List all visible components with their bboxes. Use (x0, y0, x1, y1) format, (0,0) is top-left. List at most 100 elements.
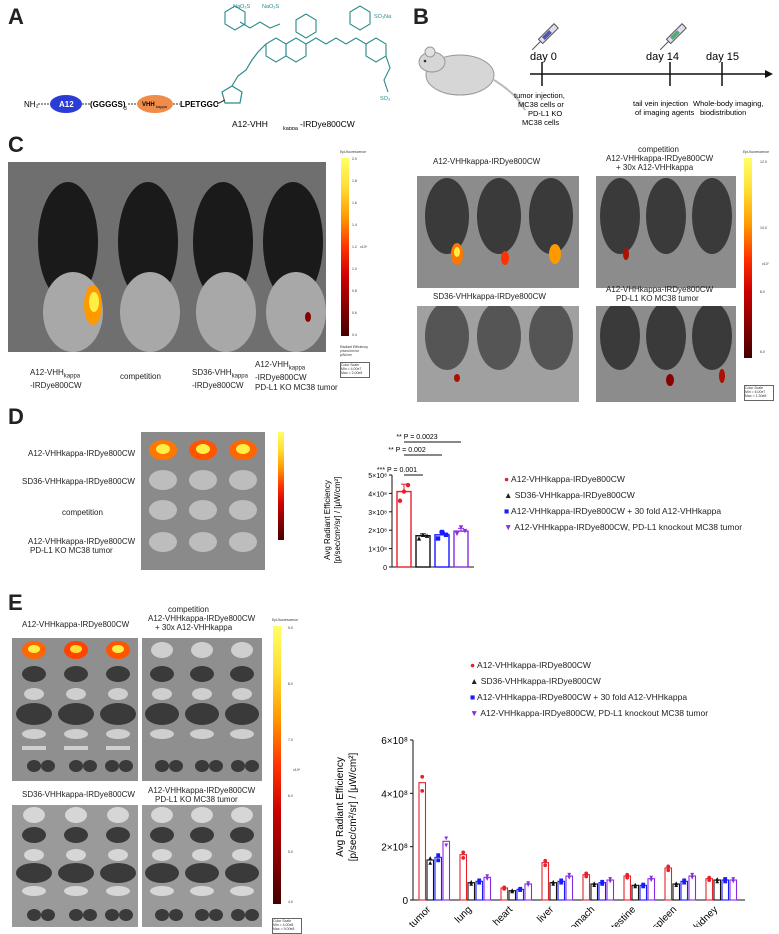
e-tick: 9.0 (288, 626, 293, 630)
e-point (608, 877, 613, 881)
d-ytick-label: 2×10⁸ (368, 528, 387, 535)
c-right-image-br (596, 306, 736, 402)
e-ylabel-2: [p/sec/cm²/sr] / [μW/cm²] (348, 753, 359, 862)
nh2-label: NH₂ (24, 100, 39, 109)
e-point (649, 875, 654, 880)
e-point (682, 880, 687, 885)
vhh-domain (137, 95, 173, 113)
e-color-scale-box: Color Scale Min = 4.00e8 Max = 9.00e8 (272, 918, 302, 934)
d-bar-chart: ** P = 0.0023 ** P = 0.002 *** P = 0.001… (323, 434, 474, 572)
e-point (690, 872, 695, 877)
d-ytick-label: 5×10⁸ (368, 473, 387, 480)
e-point (526, 883, 531, 888)
step2-line2: of imaging agents (635, 108, 694, 117)
step1-line1: tumor injection, (514, 91, 565, 100)
d-bar (453, 530, 469, 568)
e-title-br-2: PD-L1 KO MC38 tumor (155, 795, 238, 804)
c-right-tick: 12.0 (760, 160, 767, 164)
e-ytick-label: 6×10⁸ (381, 736, 408, 747)
c-right-title-tr-3: + 30x A12-VHHkappa (616, 163, 694, 172)
e-bar (541, 862, 550, 901)
d-tumor-image (141, 432, 265, 570)
e-point (625, 872, 630, 877)
c-caption-2: competition (120, 372, 161, 381)
e-point (420, 774, 425, 779)
d-bar (396, 490, 412, 568)
d-point (454, 531, 460, 537)
d-point (416, 536, 422, 541)
d-point (458, 525, 464, 530)
e-bar (483, 876, 492, 901)
panel-e-label: E (8, 590, 23, 615)
c-right-title-tr-2: A12-VHHkappa-IRDye800CW (606, 154, 714, 163)
e-point (600, 881, 605, 886)
e-organ-image-tr (142, 638, 262, 781)
c-caption-4: A12-VHHkappa -IRDye800CW PD-L1 KO MC38 tum… (255, 360, 338, 392)
e-xtick-label: spleen (651, 904, 680, 927)
e-xtick-label: kidney (692, 904, 720, 927)
e-legend-2: ▲ SD36-VHHkappa-IRDye800CW (470, 676, 601, 686)
e-point (641, 884, 646, 889)
step2-line1: tail vein injection (633, 99, 688, 108)
e-point (649, 878, 654, 883)
e-colorbar-exp: x10⁸ (293, 768, 301, 772)
e-colorbar-title: Epi-fluorescence (272, 618, 299, 622)
c-color-scale-box: Color Scale Min = 4.00e7 Max = 2.00e8 (340, 362, 370, 378)
e-bar (459, 854, 468, 901)
e-title-tr-1: competition (168, 605, 209, 614)
e-tick: 8.0 (288, 682, 293, 686)
e-bar (426, 859, 435, 901)
lpetggc-label: LPETGGC (180, 100, 219, 109)
e-point (485, 874, 490, 879)
c-colorbar-unit: Radiant Efficiency p/sec/cm²/sr μW/cm² (340, 345, 368, 357)
c-tick: 1.6 (352, 201, 357, 205)
d-legend-3: ■ A12-VHHkappa-IRDye800CW + 30 fold A12-… (504, 506, 722, 516)
e-point (584, 871, 589, 876)
e-point (485, 877, 490, 881)
e-bar (623, 875, 632, 901)
d-ytick-label: 0 (383, 565, 387, 572)
e-title-br-1: A12-VHHkappa-IRDye800CW (148, 786, 256, 795)
d-legend-4: ▼ A12-VHHkappa-IRDye800CW, PD-L1 knockou… (504, 522, 743, 532)
c-right-title-tr-1: competition (638, 145, 679, 154)
e-point (633, 884, 638, 889)
maleimide-ring (221, 85, 243, 104)
c-tick: 2.0 (352, 157, 357, 161)
d-ylabel-2: [p/sec/cm²/sr] / [μW/cm²] (333, 477, 342, 564)
step1-line3: PD-L1 KO (528, 109, 562, 118)
d-legend-2: ▲ SD36-VHHkappa-IRDye800CW (504, 490, 635, 500)
e-organ-image-br (142, 805, 262, 927)
e-point (600, 879, 605, 884)
e-point (559, 878, 564, 883)
e-legend-4: ▼ A12-VHHkappa-IRDye800CW, PD-L1 knockou… (470, 708, 709, 718)
whole-body-image-left (8, 162, 326, 352)
e-xtick-label: intestine (604, 904, 638, 927)
e-point (666, 864, 671, 869)
e-point (559, 880, 564, 885)
d-row-label-1: A12-VHHkappa-IRDye800CW (28, 449, 136, 458)
legend-marker-blue: ■ (470, 692, 476, 702)
e-tick: 5.0 (288, 850, 293, 854)
d-ytick-label: 3×10⁸ (368, 510, 387, 517)
c-right-title-bl: SD36-VHHkappa-IRDye800CW (433, 292, 546, 301)
d-row-label-3: competition (62, 508, 103, 517)
e-bar (688, 875, 697, 901)
na-label-2: NaO₃S (262, 4, 280, 10)
legend-marker-red: ● (470, 660, 476, 670)
conjugate-caption: A12-VHH (232, 119, 268, 129)
e-point (625, 875, 630, 880)
day15-label: day 15 (706, 51, 739, 63)
e-point (469, 881, 474, 886)
e-bar-chart: Avg Radiant Efficiency [p/sec/cm²/sr] / … (335, 736, 745, 927)
day0-label: day 0 (530, 51, 557, 63)
mouse-icon (418, 46, 526, 111)
legend-marker-purple: ▼ (504, 522, 513, 532)
e-point (707, 878, 712, 883)
c-right-color-scale-box: Color Scale Min = 6.00e7 Max = 1.30e8 (744, 385, 774, 401)
e-title-tr-3: + 30x A12-VHHkappa (155, 623, 233, 632)
e-title-tr-2: A12-VHHkappa-IRDye800CW (148, 614, 256, 623)
d-point (420, 532, 426, 537)
e-point (666, 868, 671, 873)
e-point (444, 836, 449, 841)
a12-label: A12 (59, 100, 74, 109)
